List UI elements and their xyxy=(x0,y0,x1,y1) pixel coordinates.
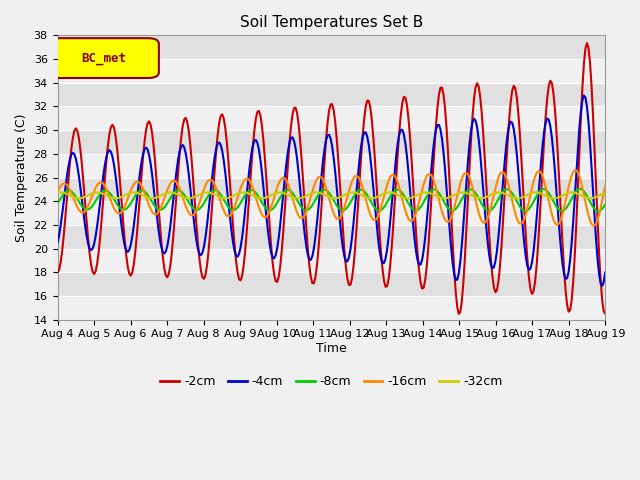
-2cm xyxy=(54,269,61,275)
-4cm xyxy=(293,156,301,162)
-8cm xyxy=(602,201,609,207)
Bar xyxy=(58,249,605,272)
-8cm xyxy=(217,192,225,198)
FancyBboxPatch shape xyxy=(49,38,159,78)
Legend: -2cm, -4cm, -8cm, -16cm, -32cm: -2cm, -4cm, -8cm, -16cm, -32cm xyxy=(156,370,508,393)
-4cm xyxy=(571,195,579,201)
-8cm xyxy=(293,197,301,203)
-32cm xyxy=(148,195,156,201)
Y-axis label: Soil Temperature (C): Soil Temperature (C) xyxy=(15,113,28,242)
-32cm xyxy=(574,191,582,197)
-16cm xyxy=(54,189,61,195)
-2cm xyxy=(602,311,609,316)
-32cm xyxy=(602,190,609,196)
-8cm xyxy=(236,203,243,208)
Line: -2cm: -2cm xyxy=(58,43,605,314)
Line: -8cm: -8cm xyxy=(58,189,605,211)
-8cm xyxy=(244,189,252,194)
-2cm xyxy=(293,110,301,116)
-4cm xyxy=(602,270,609,276)
-32cm xyxy=(296,195,304,201)
-2cm xyxy=(217,113,225,119)
-16cm xyxy=(589,223,597,228)
-32cm xyxy=(238,190,246,195)
X-axis label: Time: Time xyxy=(316,342,347,355)
-16cm xyxy=(602,183,609,189)
-4cm xyxy=(236,251,243,257)
Bar xyxy=(58,154,605,178)
-16cm xyxy=(244,176,252,182)
-32cm xyxy=(248,192,255,198)
Bar xyxy=(58,107,605,130)
Bar xyxy=(58,296,605,320)
-2cm xyxy=(236,276,243,282)
-8cm xyxy=(121,207,129,213)
-2cm xyxy=(572,222,580,228)
-32cm xyxy=(166,190,174,195)
-32cm xyxy=(54,190,61,196)
Bar xyxy=(58,201,605,225)
-32cm xyxy=(220,195,228,201)
-8cm xyxy=(54,201,61,206)
-16cm xyxy=(293,210,301,216)
-16cm xyxy=(571,168,579,173)
-16cm xyxy=(572,168,580,173)
-8cm xyxy=(594,208,602,214)
-16cm xyxy=(217,199,225,205)
Text: BC_met: BC_met xyxy=(81,51,127,65)
-32cm xyxy=(121,192,129,198)
-4cm xyxy=(54,240,61,246)
Line: -4cm: -4cm xyxy=(58,96,605,286)
-2cm xyxy=(455,311,463,317)
-4cm xyxy=(217,142,225,148)
Line: -16cm: -16cm xyxy=(58,170,605,226)
Title: Soil Temperatures Set B: Soil Temperatures Set B xyxy=(240,15,423,30)
-8cm xyxy=(575,186,583,192)
-2cm xyxy=(583,40,591,46)
-2cm xyxy=(244,208,252,214)
-2cm xyxy=(121,237,129,242)
-4cm xyxy=(244,177,252,183)
-16cm xyxy=(236,190,243,196)
-8cm xyxy=(571,191,579,196)
-4cm xyxy=(580,93,588,98)
-4cm xyxy=(598,283,606,288)
-16cm xyxy=(121,204,129,209)
Line: -32cm: -32cm xyxy=(58,192,605,198)
-4cm xyxy=(121,242,129,248)
Bar xyxy=(58,59,605,83)
